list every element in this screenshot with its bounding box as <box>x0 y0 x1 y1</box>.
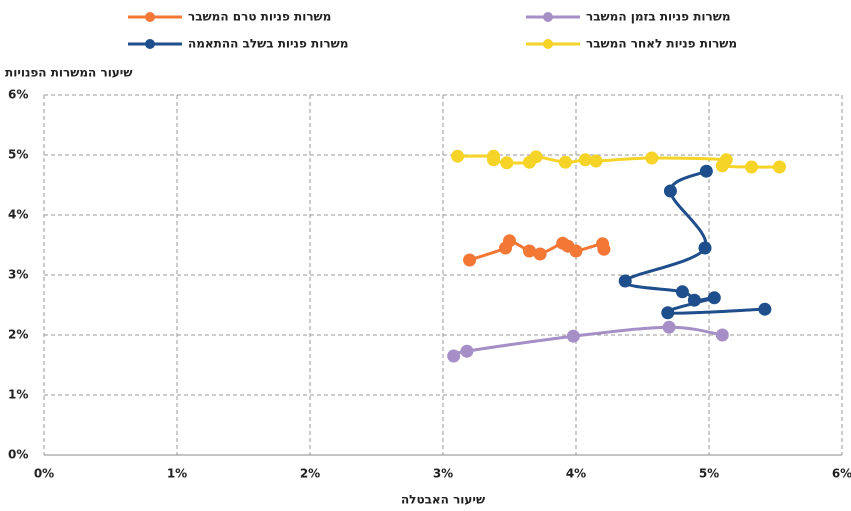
x-tick-label: 1% <box>167 467 187 481</box>
point <box>578 153 592 167</box>
point <box>451 149 465 163</box>
point <box>699 164 713 178</box>
point <box>500 156 514 170</box>
y-tick-label: 1% <box>8 388 28 402</box>
point <box>772 160 786 174</box>
y-tick-label: 6% <box>8 88 28 102</box>
x-tick-label: 6% <box>832 467 851 481</box>
point <box>662 320 676 334</box>
legend-marker <box>543 12 553 22</box>
y-tick-label: 3% <box>8 268 28 282</box>
y-tick-label: 5% <box>8 148 28 162</box>
point <box>707 291 721 305</box>
x-axis-title: שיעור האבטלה <box>401 493 485 507</box>
point <box>758 302 772 316</box>
y-tick-label: 4% <box>8 208 28 222</box>
point <box>487 153 501 167</box>
x-tick-label: 4% <box>566 467 586 481</box>
y-tick-label: 2% <box>8 328 28 342</box>
point <box>715 159 729 173</box>
point <box>589 154 603 168</box>
point <box>569 244 583 258</box>
series-line <box>452 325 723 358</box>
point <box>745 160 759 174</box>
point <box>503 234 516 248</box>
legend-marker <box>145 12 155 22</box>
point <box>698 241 712 255</box>
point <box>558 155 572 169</box>
point <box>597 242 611 256</box>
point <box>645 151 659 165</box>
point <box>687 293 701 307</box>
point <box>447 349 461 363</box>
y-axis-title: שיעור המשרות הפנויות <box>5 66 132 80</box>
legend-label: משרות פניות טרם המשבר <box>188 10 331 24</box>
point <box>661 306 675 320</box>
legend-label: משרות פניות בשלב ההתאמה <box>188 37 348 51</box>
point <box>529 150 543 164</box>
y-tick-label: 0% <box>8 448 28 462</box>
legend-label: משרות פניות לאחר המשבר <box>586 37 737 51</box>
point <box>460 344 474 358</box>
point <box>715 328 729 342</box>
x-tick-label: 5% <box>699 467 719 481</box>
legend-marker <box>543 39 553 49</box>
point <box>463 253 477 267</box>
point <box>663 184 677 198</box>
x-tick-label: 3% <box>433 467 453 481</box>
x-tick-label: 0% <box>34 467 54 481</box>
point <box>675 285 689 299</box>
point <box>566 329 580 343</box>
x-tick-label: 2% <box>300 467 320 481</box>
legend-marker <box>145 39 155 49</box>
point <box>618 274 632 288</box>
series-line <box>623 169 765 315</box>
point <box>522 244 536 258</box>
point <box>533 247 547 261</box>
legend-label: משרות פניות בזמן המשבר <box>586 10 731 24</box>
